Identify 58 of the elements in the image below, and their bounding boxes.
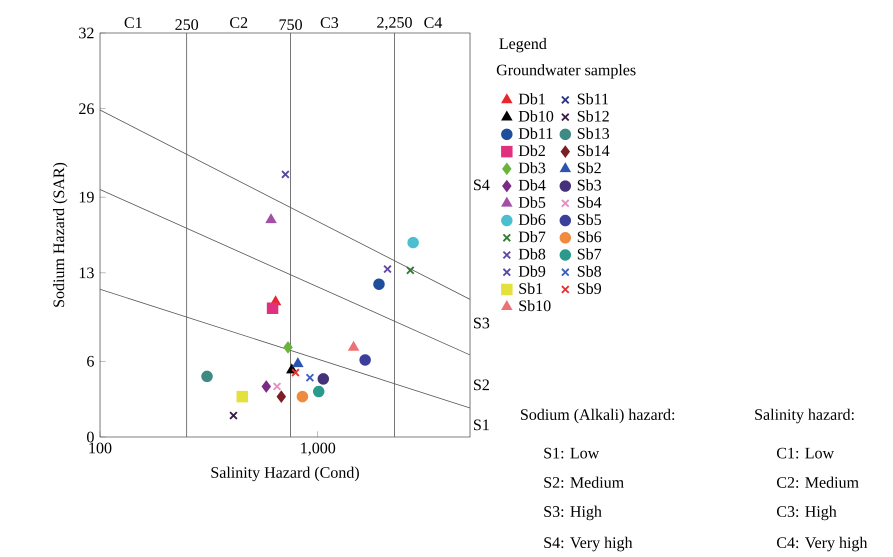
legend-label: Sb5 [578,214,602,226]
ref-line-label: 250 [175,19,198,30]
text: S3: High [544,506,602,520]
text: Salinity hazard: [755,408,854,424]
legend-label: Sb12 [578,110,609,122]
text: C1: Low [776,448,834,459]
text: C3: High [776,506,837,520]
legend-label: Sb6 [578,231,602,242]
legend-title: Groundwater samples [496,64,636,79]
legend-label: Db8 [518,248,546,260]
text: C2 [230,17,248,28]
legend-label: Sb8 [578,265,602,277]
legend-label: Sb3 [578,179,602,191]
legend-label: Sb9 [578,282,602,294]
legend-label: Db5 [518,196,546,208]
text: Legend [499,38,547,52]
legend-label: Sb7 [578,248,602,260]
ref-line-label: 2,250 [377,16,412,30]
legend-label: Sb13 [578,128,610,139]
x-axis-title: Salinity Hazard (Cond) [211,466,359,482]
text: S3 [474,318,490,328]
legend-label: Db6 [518,214,546,226]
x-tick-label: 1,000 [301,442,336,456]
legend-label: Db9 [518,265,546,277]
legend-label: Db10 [518,110,554,122]
y-tick-label: 26 [79,103,94,114]
legend-label: Sb1 [519,282,542,294]
ref-line-label: 750 [280,19,302,30]
text: S4: Very high [544,536,632,552]
legend-label: Sb4 [578,196,602,208]
legend-label: Sb11 [578,93,608,104]
text: C2: Medium [776,476,859,488]
text: Sodium (Alkali) hazard: [520,408,674,424]
text: S1 [474,419,489,430]
y-axis-title: Sodium Hazard (SAR) [52,162,68,307]
y-tick-label: 6 [87,356,94,367]
text: C4 [424,17,442,28]
text: C4: Very high [776,536,868,552]
legend-label: Db4 [518,179,546,191]
legend-label: Sb2 [578,162,601,174]
legend-label: Db3 [518,162,546,174]
legend-label: Db2 [518,144,545,156]
legend-label: Sb14 [578,144,610,156]
text: S2 [474,379,489,390]
text: S2: Medium [544,476,624,488]
y-tick-label: 19 [80,192,94,202]
y-tick-label: 32 [79,28,94,38]
legend-label: Db7 [518,231,546,242]
text: S4 [474,180,490,190]
text: C1 [124,17,142,28]
text: S1: Low [544,448,600,459]
y-tick-label: 13 [80,267,94,278]
legend-label: Db11 [518,128,552,139]
x-tick-label: 100 [89,442,112,454]
text: C3 [320,17,338,28]
legend-label: Db1 [518,93,545,104]
legend-label: Sb10 [519,300,551,312]
y-tick-label: 0 [87,432,94,442]
